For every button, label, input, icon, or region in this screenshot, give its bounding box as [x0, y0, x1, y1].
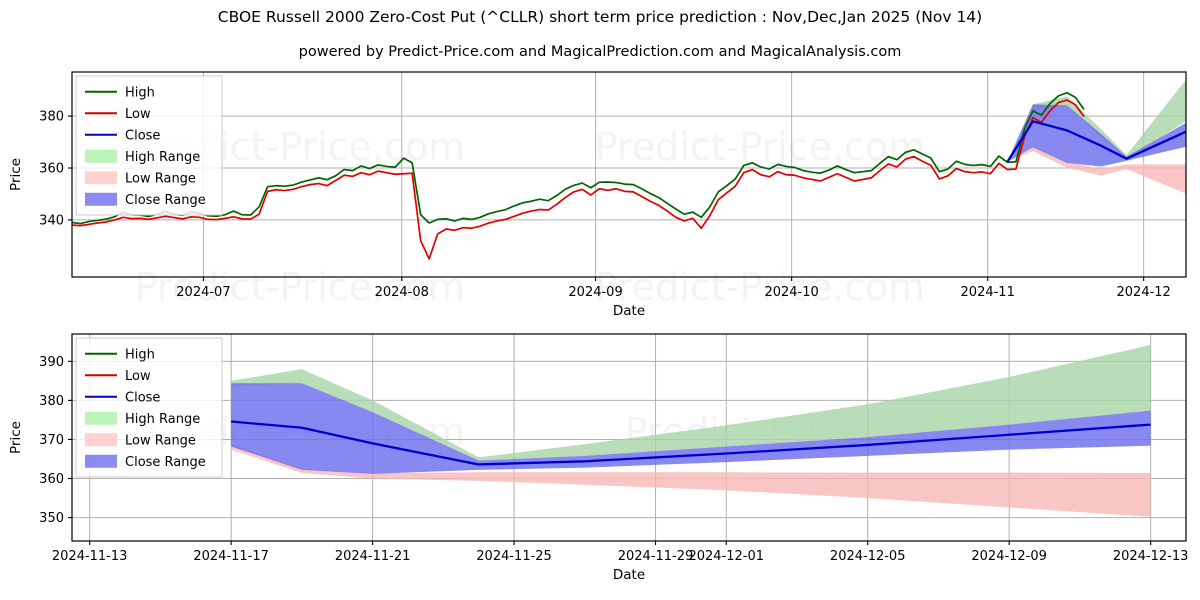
y-tick-label: 390	[39, 355, 64, 370]
legend-item-high[interactable]: High	[85, 85, 155, 100]
x-axis-title: Date	[613, 303, 645, 319]
high-range-band	[231, 344, 1151, 461]
x-tick-label: 2024-10	[764, 285, 818, 300]
y-axis-title: Price	[8, 421, 24, 454]
legend-item-close[interactable]: Close	[85, 128, 160, 143]
close-forecast-line	[1006, 120, 1187, 163]
legend-item-label: High	[125, 347, 155, 362]
x-tick-label: 2024-11-21	[335, 549, 411, 564]
y-axis-title: Price	[8, 158, 24, 191]
watermark-text: Predict-Price.com	[595, 125, 926, 169]
legend-item-label: Close Range	[125, 455, 206, 470]
high-range-band	[1007, 79, 1186, 162]
y-tick-label: 360	[39, 472, 64, 487]
legend-item-low[interactable]: Low	[85, 369, 151, 384]
y-tick-label: 380	[39, 394, 64, 409]
plot-border	[71, 333, 1187, 542]
y-tick-label: 350	[39, 511, 64, 526]
y-tick-label: 360	[39, 162, 64, 177]
x-tick-label: 2024-12	[1117, 285, 1171, 300]
low-line	[71, 99, 1085, 260]
close-forecast-line	[231, 420, 1151, 466]
high-line	[71, 91, 1085, 225]
chart-legend: High Low Close High Range Low Range Close Ran…	[75, 75, 223, 216]
legend-swatch-band	[85, 454, 117, 468]
legend-item-label: High	[125, 85, 155, 100]
x-tick-label: 2024-11-17	[193, 549, 269, 564]
legend-item-low[interactable]: Low	[85, 107, 151, 122]
legend-item-label: Low Range	[125, 433, 196, 448]
legend-swatch-band	[85, 149, 117, 163]
x-tick-label: 2024-11-25	[476, 549, 552, 564]
price-lines	[71, 91, 1187, 260]
x-tick-label: 2024-07	[176, 285, 230, 300]
legend-item-close-range[interactable]: Close Range	[85, 454, 206, 470]
page-title: CBOE Russell 2000 Zero-Cost Put (^CLLR) …	[217, 8, 983, 26]
legend-item-high-range[interactable]: High Range	[85, 149, 200, 165]
legend-swatch-band	[85, 192, 117, 206]
legend-box	[75, 337, 223, 478]
watermark-group: Predict-Price.com Predict-Price.com Predic…	[135, 125, 926, 309]
legend-item-label: Close	[125, 390, 160, 405]
watermark-text: Predict-Price.com	[595, 265, 926, 309]
legend-item-label: High Range	[125, 150, 200, 165]
x-tick-label: 2024-12-13	[1113, 549, 1189, 564]
legend-item-close[interactable]: Close	[85, 390, 160, 405]
chart-legend: High Low Close High Range Low Range Close Ran…	[75, 337, 223, 478]
legend-swatch-band	[85, 411, 117, 425]
x-tick-label: 2024-11-29	[618, 549, 694, 564]
y-tick-label: 370	[39, 433, 64, 448]
x-tick-label: 2024-08	[375, 285, 429, 300]
x-tick-label: 2024-11-13	[52, 549, 128, 564]
legend-item-label: Low	[125, 107, 151, 122]
plot-border	[71, 71, 1187, 278]
x-tick-label: 2024-09	[568, 285, 622, 300]
y-tick-label: 380	[39, 110, 64, 125]
legend-item-low-range[interactable]: Low Range	[85, 171, 196, 186]
legend-item-low-range[interactable]: Low Range	[85, 433, 196, 448]
legend-item-label: Low	[125, 369, 151, 384]
watermark-text: Predict-Price.com	[135, 265, 466, 309]
legend-item-close-range[interactable]: Close Range	[85, 192, 206, 208]
legend-item-high-range[interactable]: High Range	[85, 411, 200, 427]
legend-box	[75, 75, 223, 216]
legend-swatch-band	[85, 171, 117, 185]
y-tick-label: 340	[39, 213, 64, 228]
legend-item-label: Low Range	[125, 171, 196, 186]
axes-frame: 340 360 380 2024-07 2024-08 2024-09 2024-10 202…	[39, 71, 1187, 300]
forecast-bands	[231, 344, 1151, 517]
x-tick-label: 2024-12-09	[971, 549, 1047, 564]
legend-item-label: Close	[125, 128, 160, 143]
legend-item-high[interactable]: High	[85, 347, 155, 362]
low-range-band	[1007, 145, 1186, 194]
x-tick-label: 2024-12-05	[830, 549, 906, 564]
low-range-band	[231, 443, 1151, 517]
page-subtitle: powered by Predict-Price.com and Magical…	[298, 44, 902, 60]
axes-frame: 350 360 370 380 390 2024-11-13 2024-11-17 2024-…	[39, 333, 1189, 564]
legend-item-label: Close Range	[125, 193, 206, 208]
legend-swatch-band	[85, 433, 117, 447]
x-tick-label: 2024-12-01	[688, 549, 764, 564]
close-range-band	[231, 383, 1151, 474]
legend-item-label: High Range	[125, 412, 200, 427]
x-tick-label: 2024-11	[961, 285, 1015, 300]
x-axis-title: Date	[613, 567, 645, 583]
